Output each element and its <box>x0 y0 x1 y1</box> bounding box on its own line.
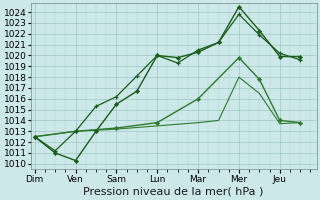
X-axis label: Pression niveau de la mer( hPa ): Pression niveau de la mer( hPa ) <box>84 187 264 197</box>
